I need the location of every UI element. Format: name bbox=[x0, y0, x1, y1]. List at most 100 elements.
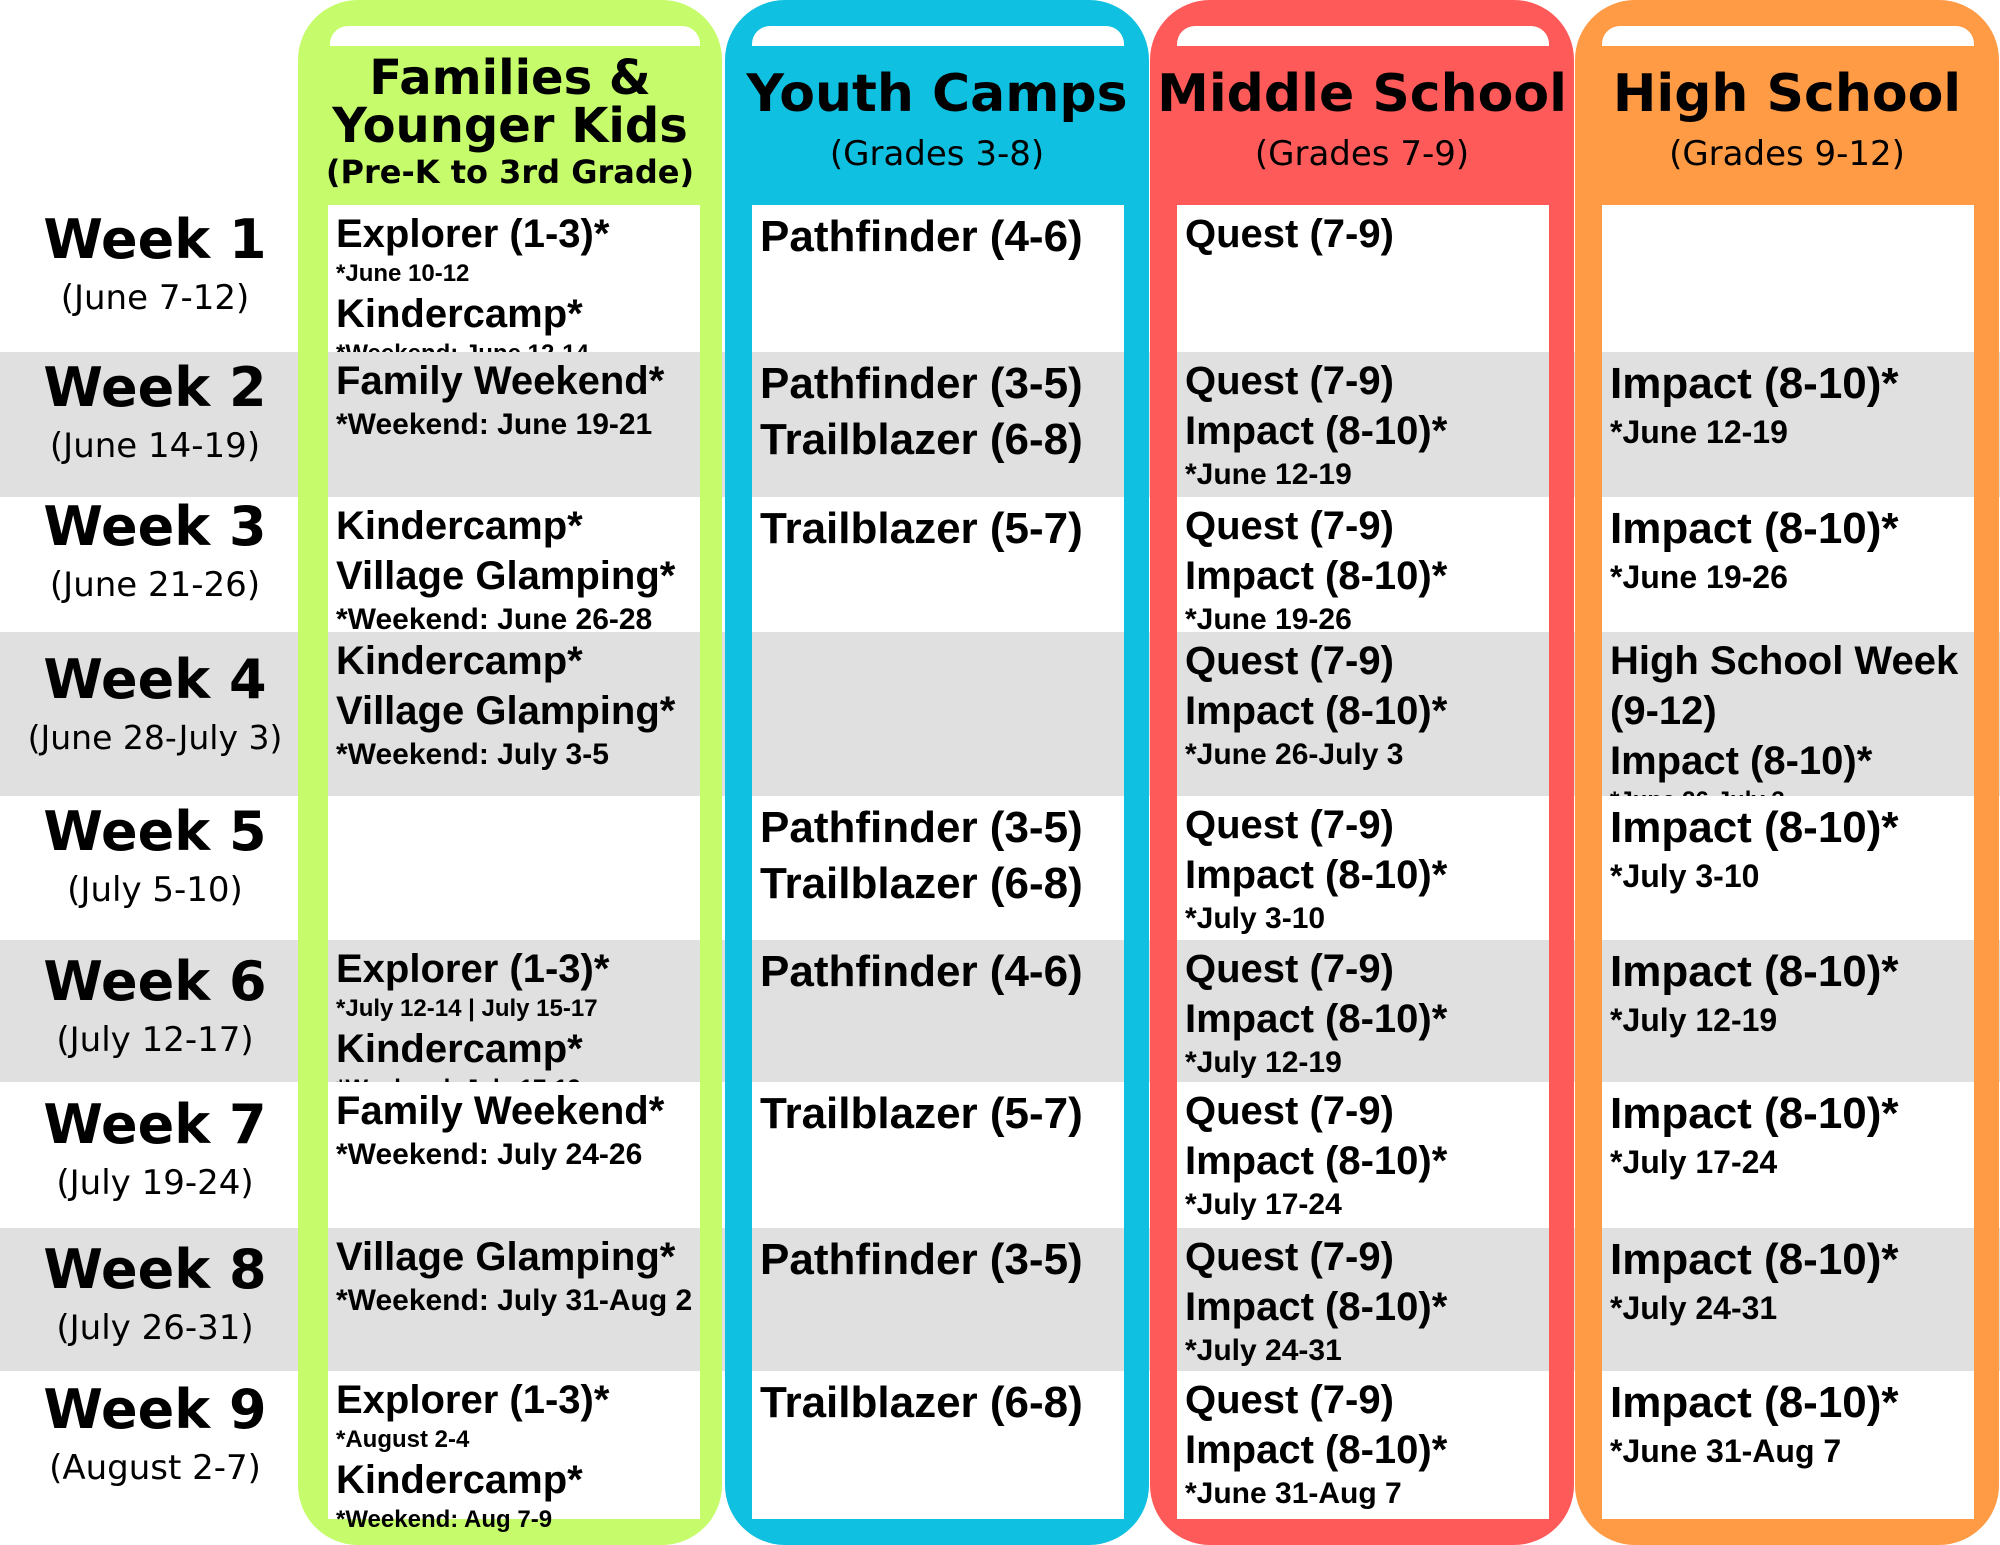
cell-line: Quest (7-9) bbox=[1185, 504, 1394, 548]
cell-middle-week-4: Quest (7-9) Impact (8-10)* *June 26-July 3 bbox=[1177, 632, 1549, 796]
column-subtitle: (Grades 3-8) bbox=[829, 134, 1045, 174]
week-dates: (August 2-7) bbox=[49, 1448, 261, 1488]
cell-line: Kindercamp* bbox=[336, 639, 583, 683]
cell-families-week-1: Explorer (1-3)**June 10-12Kindercamp**We… bbox=[328, 205, 700, 367]
cell-line: Trailblazer (5-7) bbox=[760, 504, 1083, 553]
cell-line: Impact (8-10)* bbox=[1610, 803, 1899, 852]
column-title: High School bbox=[1612, 64, 1962, 124]
cell-line: Impact (8-10)* bbox=[1185, 1285, 1448, 1329]
week-dates: (June 7-12) bbox=[60, 278, 250, 318]
cell-youth-week-2: Pathfinder (3-5) Trailblazer (6-8) bbox=[752, 352, 1124, 497]
cell-line: Impact (8-10)* bbox=[1185, 409, 1448, 453]
cell-line: Trailblazer (6-8) bbox=[760, 1378, 1083, 1427]
cell-line: Quest (7-9) bbox=[1185, 1089, 1394, 1133]
cell-families-week-5 bbox=[328, 796, 700, 940]
cell-middle-week-5: Quest (7-9) Impact (8-10)* *July 3-10 bbox=[1177, 796, 1549, 940]
column-header-families: Families & Younger Kids (Pre-K to 3rd Gr… bbox=[298, 54, 722, 233]
cell-line: *June 31-Aug 7 bbox=[1610, 1433, 1842, 1469]
cell-line: Quest (7-9) bbox=[1185, 947, 1394, 991]
cell-families-week-2: Family Weekend* *Weekend: June 19-21 bbox=[328, 352, 700, 497]
cell-line: Kindercamp* bbox=[336, 292, 583, 336]
week-dates: (July 26-31) bbox=[56, 1308, 254, 1348]
week-title: Week 7 bbox=[43, 1093, 267, 1156]
column-subtitle: (Grades 9-12) bbox=[1669, 134, 1905, 174]
cell-line: Quest (7-9) bbox=[1185, 359, 1394, 403]
column-title: Families & bbox=[369, 50, 651, 106]
cell-line: Explorer (1-3)* bbox=[336, 947, 610, 991]
cell-youth-week-9: Trailblazer (6-8) bbox=[752, 1371, 1124, 1519]
cell-families-week-6: Explorer (1-3)* *July 12-14 | July 15-17 K… bbox=[328, 940, 700, 1102]
cell-line: *Weekend: June 26-28 bbox=[336, 603, 653, 636]
cell-line: Impact (8-10)* bbox=[1185, 554, 1448, 598]
cell-line: *Weekend: July 3-5 bbox=[336, 738, 609, 771]
cell-high-week-4: High School Week(9-12)Impact (8-10)**Jun… bbox=[1602, 632, 1974, 814]
cell-high-week-2: Impact (8-10)* *June 12-19 bbox=[1602, 352, 1974, 497]
cell-line: Pathfinder (4-6) bbox=[760, 212, 1083, 261]
cell-families-week-3: Kindercamp* Village Glamping* *Weekend: Ju… bbox=[328, 497, 700, 636]
week-title: Week 5 bbox=[43, 800, 267, 863]
week-dates: (July 12-17) bbox=[56, 1020, 254, 1060]
cell-high-week-1 bbox=[1602, 205, 1974, 352]
cell-line: Impact (8-10)* bbox=[1185, 997, 1448, 1041]
cell-line: *July 24-31 bbox=[1185, 1334, 1342, 1367]
week-dates: (June 21-26) bbox=[49, 565, 261, 605]
week-title: Week 4 bbox=[43, 648, 267, 711]
cell-middle-week-8: Quest (7-9) Impact (8-10)* *July 24-31 bbox=[1177, 1228, 1549, 1371]
cell-middle-week-9: Quest (7-9) Impact (8-10)* *June 31-Aug 7 bbox=[1177, 1371, 1549, 1519]
cell-line: Pathfinder (4-6) bbox=[760, 947, 1083, 996]
cell-line: Kindercamp* bbox=[336, 504, 583, 548]
cell-line: *June 12-19 bbox=[1610, 414, 1788, 450]
week-title: Week 2 bbox=[43, 356, 267, 419]
column-subtitle: (Pre-K to 3rd Grade) bbox=[325, 153, 695, 191]
week-dates: (July 5-10) bbox=[67, 870, 243, 910]
cell-line: Explorer (1-3)* bbox=[336, 212, 610, 256]
cell-line: Quest (7-9) bbox=[1185, 1378, 1394, 1422]
cell-line: *June 10-12 bbox=[336, 260, 470, 287]
cell-line: *July 12-19 bbox=[1185, 1046, 1342, 1079]
cell-youth-week-7: Trailblazer (5-7) bbox=[752, 1082, 1124, 1228]
week-label-1: Week 1 (June 7-12) bbox=[0, 208, 310, 319]
cell-line: *June 19-26 bbox=[1185, 603, 1352, 636]
cell-middle-week-6: Quest (7-9) Impact (8-10)* *July 12-19 bbox=[1177, 940, 1549, 1082]
cell-high-week-9: Impact (8-10)* *June 31-Aug 7 bbox=[1602, 1371, 1974, 1519]
cell-line: Impact (8-10)* bbox=[1610, 504, 1899, 553]
week-title: Week 3 bbox=[43, 495, 267, 558]
cell-line: Impact (8-10)* bbox=[1610, 1378, 1899, 1427]
cell-line: *July 3-10 bbox=[1610, 858, 1760, 894]
column-header-middle-school: Middle School (Grades 7-9) bbox=[1150, 66, 1574, 245]
week-dates: (July 19-24) bbox=[56, 1163, 254, 1203]
cell-families-week-7: Family Weekend* *Weekend: July 24-26 bbox=[328, 1082, 700, 1228]
column-header-high-school: High School (Grades 9-12) bbox=[1575, 66, 1999, 245]
cell-line: *July 3-10 bbox=[1185, 902, 1326, 935]
panel-top-families bbox=[330, 26, 700, 46]
cell-line: Village Glamping* bbox=[336, 554, 676, 598]
cell-line: (9-12) bbox=[1610, 689, 1717, 733]
cell-youth-week-6: Pathfinder (4-6) bbox=[752, 940, 1124, 1082]
cell-line: Trailblazer (6-8) bbox=[760, 859, 1083, 908]
column-title-line-2: Younger Kids bbox=[332, 98, 688, 154]
column-title: Middle School bbox=[1157, 64, 1567, 124]
cell-line: *July 12-19 bbox=[1610, 1002, 1778, 1038]
cell-youth-week-5: Pathfinder (3-5) Trailblazer (6-8) bbox=[752, 796, 1124, 940]
week-title: Week 1 bbox=[43, 208, 267, 271]
cell-line: Impact (8-10)* bbox=[1610, 1235, 1899, 1284]
cell-line: Impact (8-10)* bbox=[1185, 853, 1448, 897]
cell-line: Impact (8-10)* bbox=[1185, 1139, 1448, 1183]
cell-line: High School Week bbox=[1610, 639, 1959, 683]
cell-line: Impact (8-10)* bbox=[1610, 947, 1899, 996]
cell-line: Pathfinder (3-5) bbox=[760, 1235, 1083, 1284]
cell-line: *July 24-31 bbox=[1610, 1290, 1778, 1326]
cell-line: *June 19-26 bbox=[1610, 559, 1788, 595]
week-label-4: Week 4 (June 28-July 3) bbox=[0, 650, 310, 758]
cell-line: Impact (8-10)* bbox=[1610, 359, 1899, 408]
cell-line: Kindercamp* bbox=[336, 1458, 583, 1502]
cell-line: Pathfinder (3-5) bbox=[760, 803, 1083, 852]
cell-line: Village Glamping* bbox=[336, 1235, 676, 1279]
cell-line: Impact (8-10)* bbox=[1610, 739, 1873, 783]
cell-line: *June 31-Aug 7 bbox=[1185, 1477, 1402, 1510]
column-subtitle: (Grades 7-9) bbox=[1254, 134, 1470, 174]
week-title: Week 6 bbox=[43, 950, 267, 1013]
cell-line: Trailblazer (5-7) bbox=[760, 1089, 1083, 1138]
cell-line: Impact (8-10)* bbox=[1185, 689, 1448, 733]
cell-line: *Weekend: July 24-26 bbox=[336, 1138, 643, 1171]
